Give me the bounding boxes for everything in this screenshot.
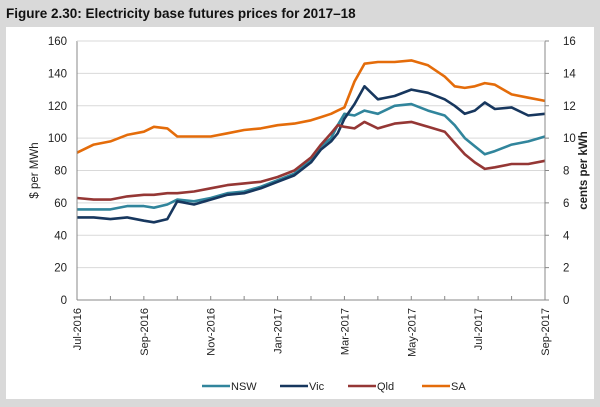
- x-tick-label: Jul-2016: [72, 308, 84, 350]
- y2-tick-label: 4: [563, 230, 570, 242]
- legend-label: NSW: [231, 381, 257, 393]
- y-tick-label: 40: [54, 230, 67, 242]
- y2-tick-label: 2: [563, 263, 569, 275]
- y-tick-label: 140: [48, 68, 67, 80]
- x-axis-ticks: Jul-2016 Sep-2016 Nov-2016 Jan-2017 Mar-2017…: [72, 296, 552, 357]
- x-tick-label: May-2017: [406, 308, 418, 357]
- legend: NSW Vic Qld SA: [202, 381, 466, 393]
- series-line-vic: [77, 85, 546, 224]
- legend-label: Qld: [377, 381, 394, 393]
- y-axis-ticks: 0 20 40 60 80 100 120 140 160: [48, 36, 67, 307]
- x-tick-label: Nov-2016: [206, 308, 218, 356]
- y-tick-label: 60: [54, 198, 67, 210]
- x-tick-label: Jul-2017: [473, 308, 485, 350]
- y-tick-label: 20: [54, 263, 67, 275]
- y-tick-label: 120: [48, 101, 67, 113]
- chart-panel: [6, 27, 594, 399]
- figure-title: Figure 2.30: Electricity base futures pr…: [6, 6, 356, 21]
- legend-item-sa: SA: [422, 381, 466, 393]
- x-tick-label: Mar-2017: [339, 308, 351, 355]
- y-tick-label: 0: [61, 295, 67, 307]
- legend-item-nsw: NSW: [202, 381, 257, 393]
- series-line-nsw: [77, 102, 546, 211]
- x-tick-label: Sep-2017: [540, 308, 552, 356]
- series-line-sa: [76, 59, 546, 154]
- y-tick-label: 100: [48, 133, 67, 145]
- x-tick-label: Jan-2017: [273, 308, 285, 354]
- legend-label: Vic: [309, 381, 325, 393]
- gridlines: [77, 40, 545, 269]
- legend-item-vic: Vic: [280, 381, 325, 393]
- y2-tick-label: 8: [563, 166, 569, 178]
- series-lines: [76, 59, 546, 224]
- y2-axis-ticks: 0 2 4 6 8 10 12 14 16: [545, 36, 576, 307]
- legend-label: SA: [451, 381, 466, 393]
- x-tick-label: Sep-2016: [139, 308, 151, 356]
- y2-tick-label: 6: [563, 198, 569, 210]
- y2-tick-label: 14: [563, 68, 576, 80]
- y2-tick-label: 0: [563, 295, 569, 307]
- y2-tick-label: 12: [563, 101, 576, 113]
- y2-tick-label: 10: [563, 133, 576, 145]
- y-tick-label: 80: [54, 166, 67, 178]
- y-tick-label: 160: [48, 36, 67, 48]
- y-axis-title: $ per MWh: [29, 142, 41, 198]
- series-line-qld: [76, 120, 546, 201]
- legend-item-qld: Qld: [348, 381, 394, 393]
- y2-tick-label: 16: [563, 36, 576, 48]
- y2-axis-title: cents per kWh: [578, 131, 590, 210]
